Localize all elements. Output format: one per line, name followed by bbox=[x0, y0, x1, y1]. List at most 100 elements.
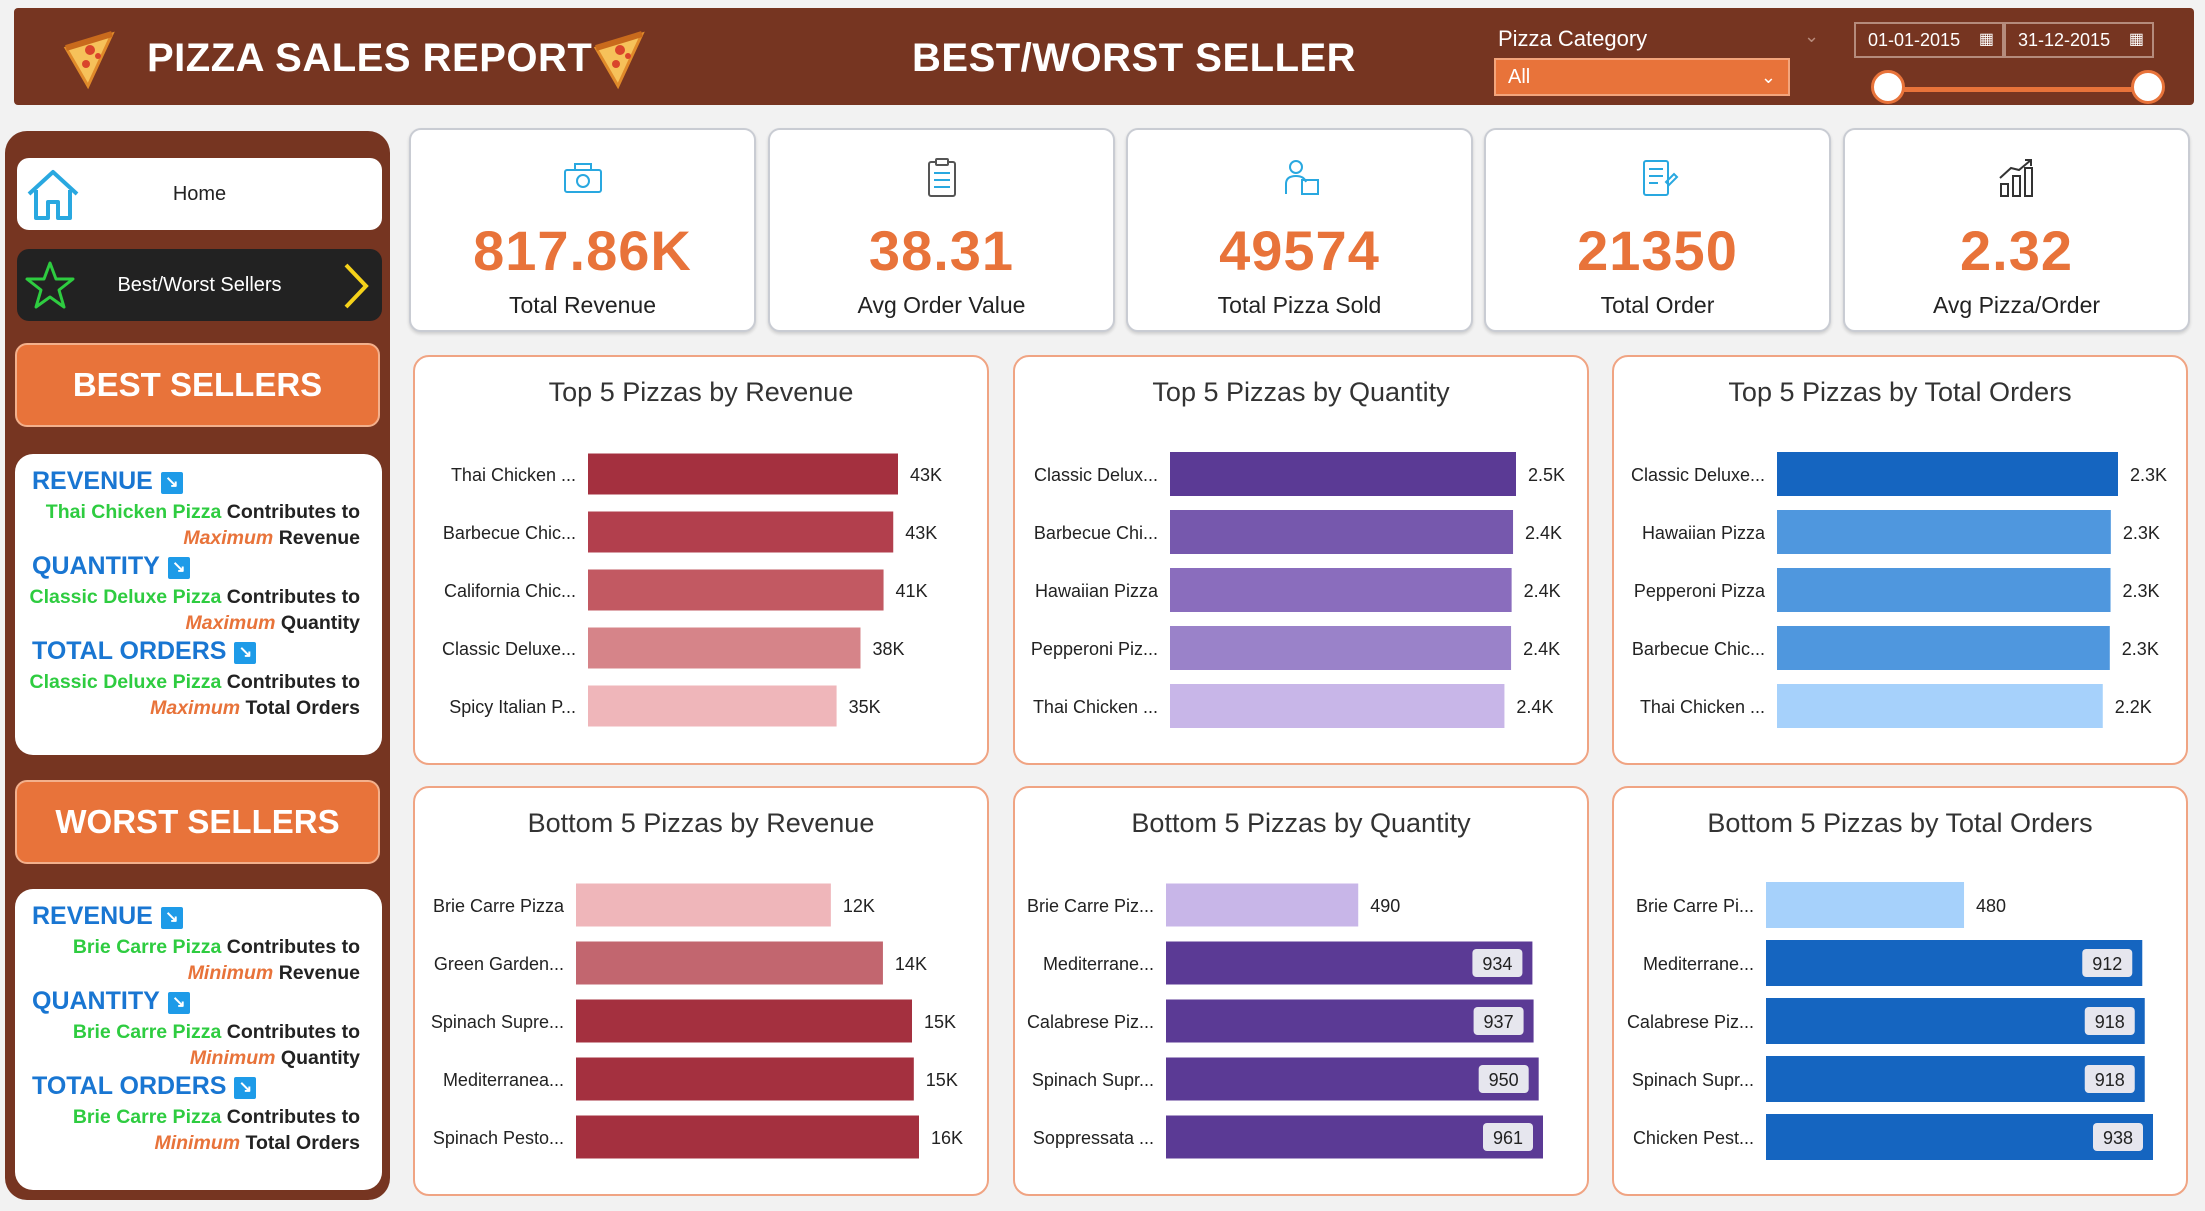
data-label-background bbox=[1478, 1065, 1529, 1093]
worst-orders-pizza: Brie Carre Pizza bbox=[72, 1106, 222, 1128]
worst-orders-sentence: Brie Carre Pizza Contributes to bbox=[73, 1106, 360, 1129]
start-date-input[interactable]: 01-01-2015 ▦ bbox=[1854, 22, 2004, 58]
bar[interactable] bbox=[1166, 883, 1359, 927]
category-label: Brie Carre Pizza bbox=[433, 896, 565, 916]
bar[interactable] bbox=[588, 685, 837, 727]
category-dropdown[interactable]: All ⌄ bbox=[1494, 58, 1790, 96]
report-title: PIZZA SALES REPORT bbox=[147, 36, 593, 80]
star-icon bbox=[25, 261, 75, 309]
order-list-icon bbox=[1642, 160, 1678, 196]
data-label: 918 bbox=[2095, 1012, 2125, 1032]
arrow-icon: ↘ bbox=[167, 557, 190, 579]
home-icon bbox=[27, 170, 79, 220]
bar[interactable] bbox=[1170, 684, 1505, 728]
bar[interactable] bbox=[1166, 1115, 1543, 1159]
kpi-label: Total Pizza Sold bbox=[1217, 292, 1382, 318]
slider-start-handle[interactable] bbox=[1871, 70, 1905, 104]
data-label: 35K bbox=[849, 697, 881, 717]
calendar-icon[interactable]: ▦ bbox=[2128, 31, 2144, 48]
data-label: 43K bbox=[905, 523, 937, 543]
kpi-avg-pizza-order: 2.32 Avg Pizza/Order bbox=[1843, 128, 2190, 332]
chart-title: Bottom 5 Pizzas by Revenue bbox=[527, 808, 875, 838]
contributes-text: Contributes to bbox=[226, 671, 360, 693]
data-label: 937 bbox=[1484, 1012, 1514, 1032]
bar[interactable] bbox=[1777, 452, 2118, 496]
bar[interactable] bbox=[1777, 626, 2110, 670]
chevron-down-icon[interactable]: ⌄ bbox=[1804, 26, 1820, 46]
chart-title: Top 5 Pizzas by Quantity bbox=[1152, 377, 1450, 407]
bar[interactable] bbox=[1777, 510, 2111, 554]
worst-sellers-button[interactable]: WORST SELLERS bbox=[15, 780, 380, 864]
bar[interactable] bbox=[1766, 940, 2143, 986]
worst-quantity-label: QUANTITY bbox=[32, 987, 160, 1015]
bar[interactable] bbox=[576, 941, 883, 985]
home-button[interactable]: Home bbox=[17, 158, 382, 230]
category-label: Soppressata ... bbox=[1033, 1128, 1154, 1148]
bottom5-orders-chart: Bottom 5 Pizzas by Total Orders Brie Car… bbox=[1612, 786, 2188, 1196]
bar[interactable] bbox=[1777, 568, 2111, 612]
bar[interactable] bbox=[576, 1115, 919, 1159]
bar[interactable] bbox=[588, 627, 861, 669]
category-label: Pepperoni Pizza bbox=[1634, 581, 1766, 601]
category-label: Hawaiian Pizza bbox=[1642, 523, 1766, 543]
bar[interactable] bbox=[1170, 568, 1512, 612]
measure-text: Total Orders bbox=[245, 697, 361, 719]
bar[interactable] bbox=[1766, 882, 1965, 928]
report-header: PIZZA SALES REPORT BEST/WORST SELLER Piz… bbox=[14, 8, 2194, 105]
data-label: 2.2K bbox=[2115, 697, 2152, 717]
bar[interactable] bbox=[1170, 626, 1512, 670]
top5-revenue-chart: Top 5 Pizzas by Revenue Thai Chicken ...… bbox=[413, 355, 989, 765]
chart-title: Top 5 Pizzas by Total Orders bbox=[1728, 377, 2072, 407]
measure-text: Revenue bbox=[278, 527, 360, 549]
category-label: Mediterrane... bbox=[1643, 954, 1754, 974]
bar[interactable] bbox=[576, 1057, 914, 1101]
bar[interactable] bbox=[576, 883, 831, 927]
kpi-value: 49574 bbox=[1219, 219, 1380, 282]
bar[interactable] bbox=[1166, 999, 1534, 1043]
data-label: 15K bbox=[924, 1012, 956, 1032]
slider-end-handle[interactable] bbox=[2131, 70, 2165, 104]
data-label: 2.4K bbox=[1525, 523, 1562, 543]
bar[interactable] bbox=[1766, 998, 2145, 1044]
bar[interactable] bbox=[1170, 510, 1514, 554]
category-label: Spinach Pesto... bbox=[433, 1128, 564, 1148]
best-sellers-button[interactable]: BEST SELLERS bbox=[15, 343, 380, 427]
bar[interactable] bbox=[1766, 1056, 2145, 1102]
best-worst-sellers-button[interactable]: Best/Worst Sellers bbox=[17, 249, 382, 321]
qualifier-text: Minimum bbox=[154, 1132, 241, 1154]
data-label: 2.4K bbox=[1523, 639, 1560, 659]
bar[interactable] bbox=[1170, 452, 1516, 496]
worst-quantity-sentence: Brie Carre Pizza Contributes to bbox=[73, 1021, 360, 1044]
worst-sellers-card: REVENUE ↘ Brie Carre Pizza Contributes to… bbox=[15, 889, 382, 1190]
category-label: Barbecue Chic... bbox=[1632, 639, 1765, 659]
page-title: BEST/WORST SELLER bbox=[912, 36, 1357, 80]
worst-revenue-heading: REVENUE ↘ bbox=[32, 902, 183, 931]
best-quantity-label: QUANTITY bbox=[32, 552, 160, 580]
arrow-icon: ↘ bbox=[234, 642, 257, 664]
category-label: Barbecue Chic... bbox=[443, 523, 576, 543]
best-revenue-sentence: Thai Chicken Pizza Contributes to bbox=[46, 501, 360, 524]
bar[interactable] bbox=[1166, 1057, 1539, 1101]
bar[interactable] bbox=[588, 453, 898, 495]
bar[interactable] bbox=[1777, 684, 2103, 728]
kpi-value: 2.32 bbox=[1960, 219, 2073, 282]
bar[interactable] bbox=[588, 511, 894, 553]
data-label: 2.3K bbox=[2130, 465, 2167, 485]
category-label: Classic Deluxe... bbox=[1631, 465, 1765, 485]
date-range-slider[interactable] bbox=[1890, 87, 2148, 92]
calendar-icon[interactable]: ▦ bbox=[1978, 31, 1994, 48]
bar[interactable] bbox=[576, 999, 913, 1043]
bar[interactable] bbox=[1166, 941, 1533, 985]
end-date-input[interactable]: 31-12-2015 ▦ bbox=[2004, 22, 2154, 58]
data-label: 934 bbox=[1482, 954, 1512, 974]
best-orders-heading: TOTAL ORDERS ↘ bbox=[32, 637, 257, 666]
data-label: 12K bbox=[843, 896, 875, 916]
bar[interactable] bbox=[588, 569, 884, 611]
bar[interactable] bbox=[1766, 1114, 2153, 1160]
qualifier-text: Maximum bbox=[185, 612, 276, 634]
data-label: 43K bbox=[910, 465, 942, 485]
start-date-value: 01-01-2015 bbox=[1868, 30, 1961, 50]
category-label: California Chic... bbox=[444, 581, 576, 601]
category-label: Brie Carre Piz... bbox=[1027, 896, 1154, 916]
category-label: Chicken Pest... bbox=[1633, 1128, 1754, 1148]
